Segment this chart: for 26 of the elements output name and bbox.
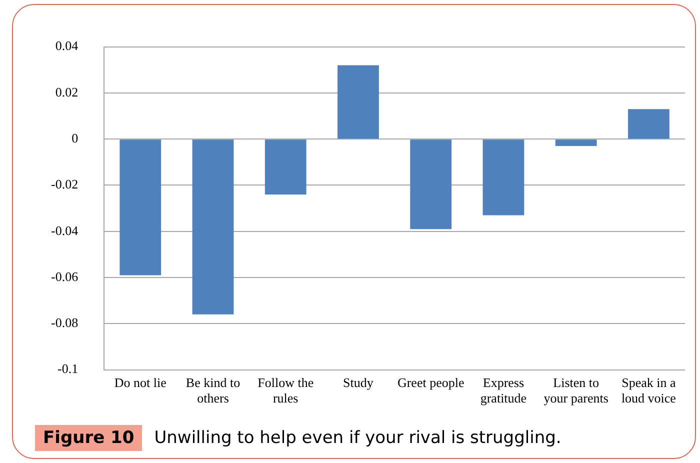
- bar: [628, 109, 670, 139]
- bar: [264, 140, 306, 194]
- bar: [410, 140, 452, 230]
- x-tick-label: Express gratitude: [480, 375, 527, 406]
- bar: [482, 140, 524, 216]
- x-tick-label: Be kind to others: [186, 375, 240, 406]
- bar: [192, 140, 234, 314]
- x-tick-label: Listen to your parents: [544, 375, 608, 406]
- y-tick-label: -0.06: [50, 268, 79, 284]
- x-tick-label: Follow the rules: [258, 375, 314, 406]
- x-tick-label: Do not lie: [114, 375, 167, 390]
- bar: [338, 65, 379, 139]
- y-tick-label: -0.1: [57, 361, 78, 376]
- y-tick-label: -0.08: [50, 315, 78, 330]
- bar: [120, 140, 162, 276]
- x-tick-label: Study: [343, 375, 374, 390]
- text: Unwilling to help even if your rival is struggling.: [154, 428, 562, 448]
- y-tick-label: 0.04: [55, 38, 79, 54]
- x-tick-label: Greet people: [397, 375, 464, 390]
- caption: Figure 10: [35, 425, 142, 451]
- x-tick-label: Speak in a loud voice: [621, 375, 676, 406]
- y-tick-label: 0: [72, 130, 78, 146]
- y-tick-label: -0.04: [50, 222, 79, 238]
- y-tick-label: 0.02: [55, 84, 78, 100]
- bar: [555, 140, 597, 146]
- y-tick-label: -0.02: [50, 176, 78, 192]
